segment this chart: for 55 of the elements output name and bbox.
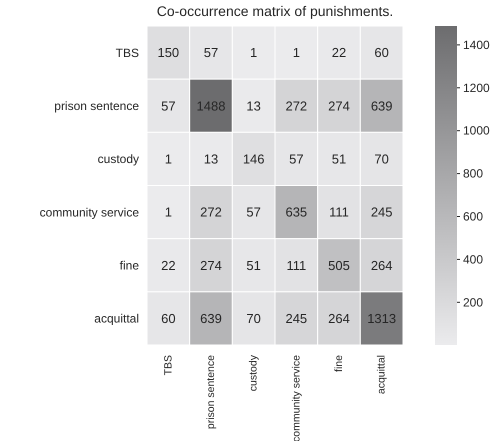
data-label: 639 bbox=[200, 310, 222, 326]
data-label: 505 bbox=[328, 258, 350, 273]
data-label: 22 bbox=[332, 45, 346, 60]
y-tick-label: acquittal bbox=[94, 312, 139, 326]
data-label: 635 bbox=[285, 204, 308, 220]
data-label: 111 bbox=[329, 204, 349, 220]
x-tick-label: acquittal bbox=[376, 355, 388, 394]
color-bar-label: 1400 bbox=[463, 38, 490, 52]
data-label: 70 bbox=[246, 310, 261, 326]
data-label: 272 bbox=[200, 204, 222, 220]
x-tick-label: custody bbox=[248, 354, 260, 392]
data-label: 272 bbox=[285, 98, 308, 114]
data-label: 57 bbox=[246, 204, 261, 220]
data-label: 13 bbox=[204, 151, 218, 166]
x-tick-label: prison sentence bbox=[205, 354, 217, 430]
data-label: 22 bbox=[161, 258, 176, 273]
data-label: 51 bbox=[332, 151, 346, 166]
x-tick-label: fine bbox=[333, 354, 345, 372]
data-label: 57 bbox=[204, 45, 218, 60]
data-label: 57 bbox=[289, 151, 304, 166]
data-label: 13 bbox=[246, 98, 261, 114]
chart-title: Co-occurrence matrix of punishments. bbox=[156, 3, 394, 19]
data-label: 264 bbox=[370, 258, 393, 273]
color-bar-label: 200 bbox=[463, 295, 484, 310]
color-bar-label: 1000 bbox=[463, 124, 490, 138]
data-label: 146 bbox=[242, 151, 265, 166]
color-bar-label: 600 bbox=[463, 210, 484, 224]
y-tick-label: prison sentence bbox=[54, 99, 140, 114]
data-label: 274 bbox=[328, 98, 350, 114]
data-label: 1 bbox=[250, 45, 258, 60]
y-tick-label: community service bbox=[40, 205, 140, 220]
data-label: 51 bbox=[246, 258, 261, 273]
data-label: 264 bbox=[328, 310, 350, 326]
data-label: 150 bbox=[157, 45, 180, 60]
data-label: 245 bbox=[285, 310, 308, 326]
color-bar-label: 400 bbox=[463, 252, 484, 266]
color-bar-label: 1200 bbox=[463, 80, 490, 95]
y-tick-label: fine bbox=[120, 258, 140, 273]
color-bar-label: 800 bbox=[463, 166, 484, 181]
data-label: 274 bbox=[200, 258, 222, 273]
data-label: 57 bbox=[161, 98, 176, 114]
y-tick-label: TBS bbox=[116, 46, 139, 60]
data-label: 111 bbox=[286, 258, 306, 273]
data-label: 1313 bbox=[367, 310, 396, 326]
data-label: 639 bbox=[370, 98, 393, 114]
data-label: 70 bbox=[374, 151, 389, 166]
data-label: 1 bbox=[164, 151, 172, 166]
data-label: 245 bbox=[370, 204, 393, 220]
data-label: 1 bbox=[292, 45, 300, 60]
data-label: 1488 bbox=[196, 98, 226, 114]
data-label: 1 bbox=[164, 204, 172, 220]
data-label: 60 bbox=[161, 310, 176, 326]
data-label: 60 bbox=[374, 45, 389, 60]
y-tick-label: custody bbox=[98, 152, 139, 166]
x-tick-label: TBS bbox=[162, 355, 174, 376]
